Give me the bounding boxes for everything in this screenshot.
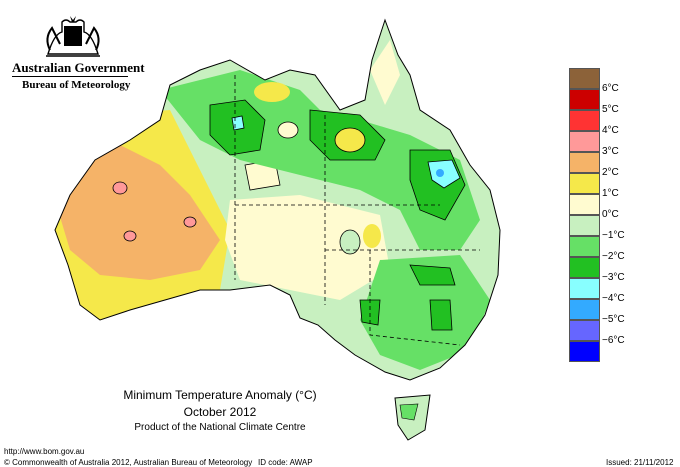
- legend-swatch: [569, 68, 600, 89]
- legend-swatch: [569, 194, 600, 215]
- legend-swatch: [569, 173, 600, 194]
- legend-swatch: [569, 299, 600, 320]
- coat-of-arms-icon: [46, 16, 100, 57]
- legend-swatch: [569, 152, 600, 173]
- footer-id-code: ID code: AWAP: [258, 458, 313, 467]
- legend-swatch: [569, 236, 600, 257]
- legend-label: 2°C: [602, 167, 619, 178]
- legend-swatch: [569, 257, 600, 278]
- org-name-line2: Bureau of Meteorology: [22, 79, 131, 91]
- map-title: Minimum Temperature Anomaly (°C): [123, 388, 317, 402]
- header-divider: [12, 76, 128, 77]
- legend-swatch: [569, 341, 600, 362]
- legend-label: 5°C: [602, 104, 619, 115]
- legend-label: −2°C: [602, 251, 625, 262]
- legend-label: −5°C: [602, 314, 625, 325]
- legend-label: 4°C: [602, 125, 619, 136]
- map-period: October 2012: [183, 405, 257, 419]
- legend-label: 0°C: [602, 209, 619, 220]
- legend-label: −1°C: [602, 230, 625, 241]
- map-producer: Product of the National Climate Centre: [134, 422, 306, 433]
- legend-label: 3°C: [602, 146, 619, 157]
- footer-url[interactable]: http://www.bom.gov.au: [4, 447, 85, 456]
- legend-swatch: [569, 110, 600, 131]
- legend-swatch: [569, 320, 600, 341]
- legend-label: −6°C: [602, 335, 625, 346]
- footer-issued: Issued: 21/11/2012: [606, 458, 674, 467]
- legend-swatch: [569, 215, 600, 236]
- legend-swatch: [569, 131, 600, 152]
- anomaly-map: [54, 18, 501, 441]
- legend-swatch: [569, 89, 600, 110]
- footer-copyright: © Commonwealth of Australia 2012, Austra…: [4, 458, 253, 467]
- org-name-line1: Australian Government: [12, 60, 145, 75]
- legend-label: 1°C: [602, 188, 619, 199]
- legend-swatch: [569, 278, 600, 299]
- legend-label: −3°C: [602, 272, 625, 283]
- legend-label: −4°C: [602, 293, 625, 304]
- legend-label: 6°C: [602, 83, 619, 94]
